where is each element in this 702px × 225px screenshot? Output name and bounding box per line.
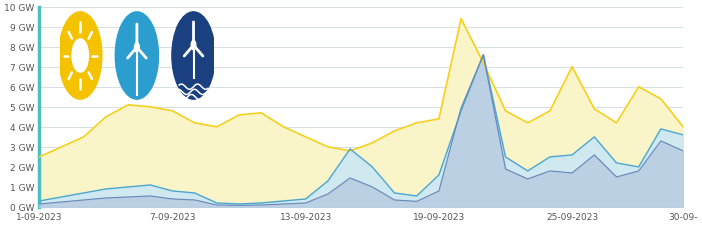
- Circle shape: [115, 13, 159, 100]
- Circle shape: [59, 13, 102, 100]
- Circle shape: [135, 43, 139, 53]
- Circle shape: [172, 13, 215, 100]
- Circle shape: [72, 40, 88, 73]
- Circle shape: [191, 41, 196, 51]
